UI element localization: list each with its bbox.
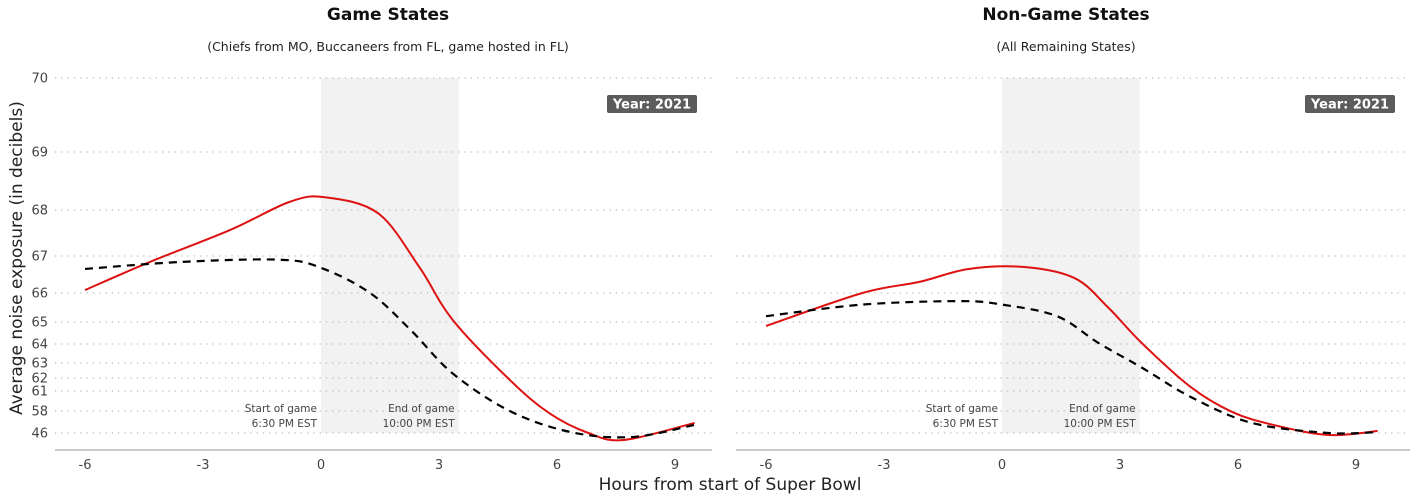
x-tick-label: 0 bbox=[998, 458, 1006, 473]
y-tick-label: 62 bbox=[31, 372, 48, 387]
y-tick-label: 66 bbox=[31, 287, 48, 302]
year-badge bbox=[1305, 95, 1395, 113]
year-badge-label: Year: 2021 bbox=[1310, 98, 1389, 113]
y-tick-label: 69 bbox=[31, 146, 48, 161]
solid-series-line bbox=[765, 265, 1378, 437]
x-tick-label: -3 bbox=[878, 458, 891, 473]
y-tick-label: 67 bbox=[31, 250, 48, 265]
x-tick-label: -3 bbox=[197, 458, 210, 473]
year-badge-label: Year: 2021 bbox=[612, 98, 691, 113]
y-tick-label: 64 bbox=[31, 338, 48, 353]
game-annotation: 6:30 PM EST bbox=[252, 418, 318, 430]
dashed-series-line bbox=[84, 258, 695, 439]
y-tick-label: 65 bbox=[31, 316, 48, 331]
x-tick-label: -6 bbox=[760, 458, 773, 473]
y-tick-label: 68 bbox=[31, 204, 48, 219]
y-tick-label: 63 bbox=[31, 357, 48, 372]
y-axis-title: Average noise exposure (in decibels) bbox=[7, 101, 27, 415]
game-annotation: Start of game bbox=[926, 403, 998, 415]
x-tick-label: 3 bbox=[1116, 458, 1124, 473]
game-annotation: 10:00 PM EST bbox=[383, 418, 456, 430]
year-badge bbox=[607, 95, 697, 113]
x-tick-label: 3 bbox=[435, 458, 443, 473]
x-tick-label: -6 bbox=[79, 458, 92, 473]
x-tick-label: 6 bbox=[553, 458, 561, 473]
y-tick-label: 61 bbox=[31, 385, 48, 400]
game-annotation: 6:30 PM EST bbox=[933, 418, 999, 430]
game-annotation: 10:00 PM EST bbox=[1064, 418, 1137, 430]
y-tick-label: 46 bbox=[31, 427, 48, 442]
y-tick-label: 70 bbox=[31, 72, 48, 87]
y-tick-label: 58 bbox=[31, 405, 48, 420]
panel-title: Non-Game States bbox=[982, 5, 1149, 25]
x-tick-label: 9 bbox=[671, 458, 679, 473]
panel-subtitle: (All Remaining States) bbox=[996, 39, 1135, 54]
x-tick-label: 6 bbox=[1234, 458, 1242, 473]
game-annotation: Start of game bbox=[245, 403, 317, 415]
panel-non-game-states: -6 -3 0 3 6 9 Non-Game States (All Remaining St… bbox=[736, 5, 1410, 473]
panel-subtitle: (Chiefs from MO, Buccaneers from FL, gam… bbox=[207, 39, 569, 54]
x-axis-title: Hours from start of Super Bowl bbox=[599, 475, 862, 495]
x-tick-label: 9 bbox=[1352, 458, 1360, 473]
game-annotation: End of game bbox=[1069, 403, 1136, 415]
dashed-series-line bbox=[765, 300, 1378, 435]
game-annotation: End of game bbox=[388, 403, 455, 415]
panel-title: Game States bbox=[327, 5, 449, 25]
x-tick-label: 0 bbox=[317, 458, 325, 473]
solid-series-line bbox=[84, 195, 695, 442]
